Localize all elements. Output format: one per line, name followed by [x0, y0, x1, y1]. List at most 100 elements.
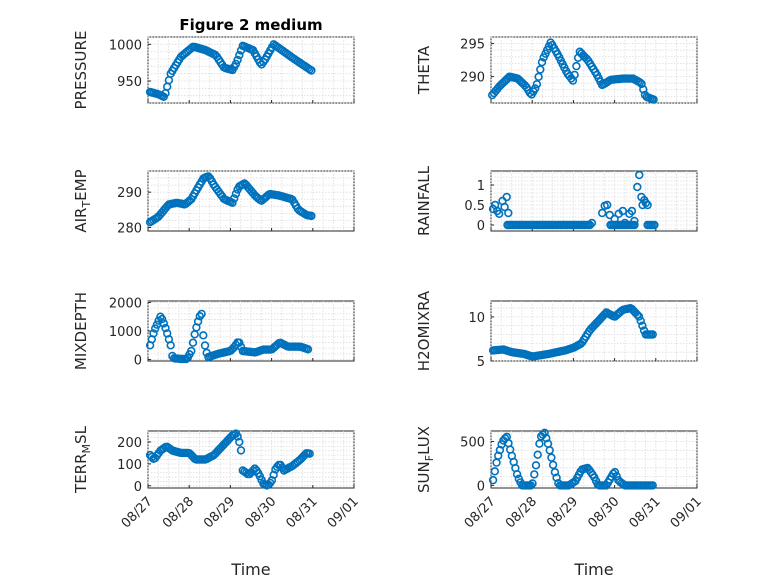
- y-tick-label: 10: [468, 311, 485, 326]
- data-point: [526, 481, 535, 490]
- y-tick-label: 200: [117, 436, 142, 451]
- data-point: [307, 66, 316, 75]
- data-point: [570, 70, 579, 80]
- data-point: [236, 446, 246, 455]
- data-point: [197, 309, 206, 319]
- series-markers: [488, 170, 659, 230]
- data-point: [488, 475, 498, 485]
- subplot-theta: 290 295 THETA: [415, 36, 698, 104]
- data-point: [542, 434, 551, 443]
- data-point: [530, 84, 540, 93]
- y-tick-label: 500: [460, 436, 485, 451]
- data-point: [228, 198, 237, 208]
- data-point: [536, 65, 545, 74]
- data-point: [488, 204, 498, 214]
- data-point: [200, 341, 210, 350]
- data-point: [548, 460, 558, 470]
- data-point: [540, 428, 549, 437]
- subplot-terr-msl: 0 100 200 08/27 08/28 08/29 08/30 08/31 09/01 TER…: [72, 425, 362, 531]
- data-point: [504, 208, 513, 218]
- series-markers: [488, 428, 657, 490]
- y-tick-label: 0: [134, 354, 142, 369]
- data-point: [532, 79, 542, 89]
- data-point: [495, 209, 504, 219]
- y-axis-label: TERRMSL: [72, 425, 93, 494]
- data-point: [547, 453, 556, 462]
- y-axis-label: AIRTEMP: [72, 169, 93, 232]
- data-point: [605, 210, 614, 220]
- data-point: [633, 310, 642, 319]
- data-point: [635, 78, 645, 87]
- data-point: [638, 321, 647, 330]
- data-point: [159, 319, 169, 328]
- data-point: [235, 437, 244, 447]
- data-point: [305, 449, 314, 458]
- y-tick-label: 290: [117, 186, 142, 201]
- y-tick-label: 280: [117, 221, 142, 236]
- data-point: [303, 345, 313, 354]
- y-axis-label: MIXDEPTH: [72, 292, 90, 370]
- series-markers: [488, 304, 657, 361]
- y-tick-label: 100: [117, 458, 142, 473]
- data-point: [545, 446, 554, 455]
- data-point: [500, 202, 509, 212]
- subplot-rainfall: 0 0.5 1 RAINFALL: [415, 165, 698, 236]
- data-point: [537, 57, 547, 67]
- x-tick-label: 08/31: [627, 494, 664, 531]
- x-axis-label-right: Time: [573, 560, 613, 579]
- subplot-sun-flux: 0 500 08/27 08/28 08/29 08/30 08/31 09/01 SUNFLU…: [415, 426, 705, 531]
- y-tick-label: 1000: [109, 38, 142, 53]
- data-point: [235, 338, 244, 347]
- data-point: [534, 72, 543, 82]
- data-point: [490, 467, 499, 476]
- data-point: [161, 323, 170, 333]
- data-point: [531, 461, 541, 470]
- data-point: [199, 331, 208, 340]
- figure-title: Figure 2 medium: [179, 16, 322, 34]
- data-point: [635, 170, 644, 180]
- subplot-air-temp: 280 290 AIRTEMP: [72, 169, 355, 236]
- subplot-mixdepth: 0 1000 2000 MIXDEPTH: [72, 292, 355, 370]
- data-point: [233, 432, 242, 441]
- x-tick-label: 09/01: [325, 494, 362, 531]
- data-point: [636, 316, 645, 325]
- data-point: [641, 198, 651, 208]
- data-point: [633, 182, 642, 192]
- data-point: [634, 312, 644, 321]
- data-point: [639, 85, 648, 94]
- data-point: [230, 194, 239, 203]
- data-point: [231, 189, 241, 199]
- series-markers: [145, 40, 316, 102]
- y-tick-label: 0.5: [464, 199, 485, 214]
- data-point: [535, 439, 544, 448]
- series-markers: [145, 309, 313, 364]
- data-point: [269, 470, 278, 479]
- data-point: [637, 79, 646, 89]
- series-markers: [488, 38, 658, 104]
- data-point: [550, 468, 560, 477]
- data-point: [233, 55, 242, 65]
- data-point: [602, 200, 612, 210]
- data-point: [643, 200, 652, 210]
- x-tick-label: 08/30: [585, 494, 622, 531]
- y-tick-label: 5: [477, 355, 485, 370]
- data-point: [610, 467, 620, 477]
- y-tick-label: 0: [134, 480, 142, 495]
- y-tick-label: 0: [477, 479, 485, 494]
- x-tick-label: 08/28: [503, 494, 540, 531]
- y-axis-label: H2OMIXRA: [415, 290, 433, 371]
- series-markers: [145, 429, 314, 490]
- y-axis-label: RAINFALL: [415, 165, 433, 236]
- data-point: [650, 220, 659, 230]
- data-point: [512, 470, 522, 479]
- y-axis-label: SUNFLUX: [415, 426, 436, 493]
- data-point: [157, 314, 167, 324]
- data-point: [530, 470, 539, 479]
- data-point: [151, 324, 160, 333]
- x-tick-label: 08/29: [201, 494, 238, 531]
- data-point: [649, 95, 658, 104]
- data-point: [235, 50, 244, 60]
